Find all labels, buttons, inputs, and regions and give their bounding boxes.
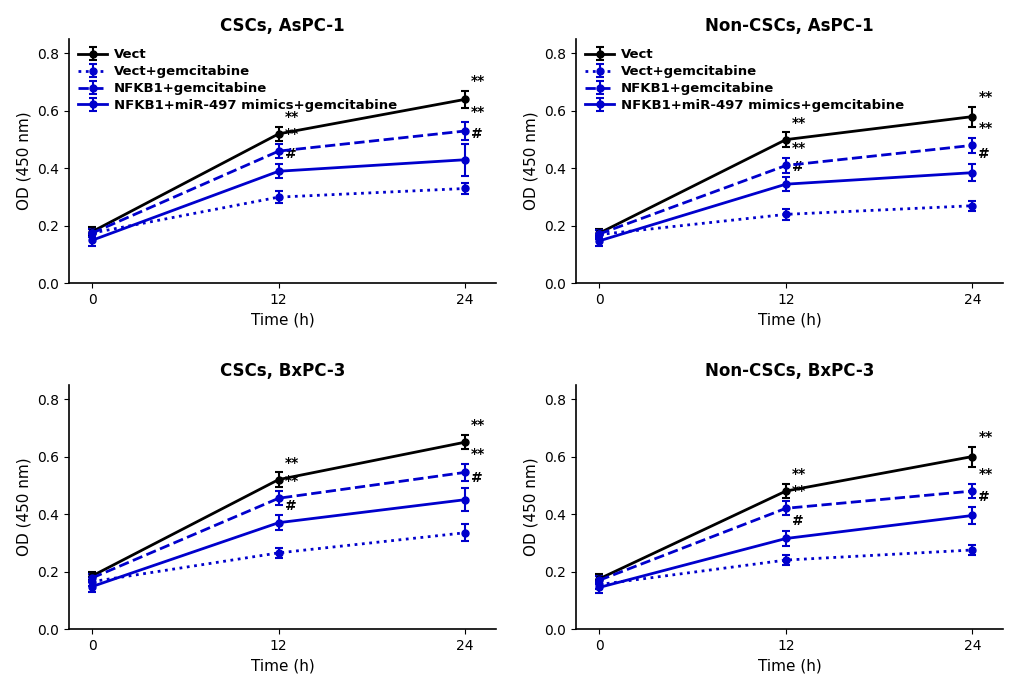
Text: **: ** [471, 418, 485, 432]
Title: Non-CSCs, BxPC-3: Non-CSCs, BxPC-3 [704, 362, 873, 380]
Text: #: # [471, 471, 483, 485]
Text: **: ** [977, 90, 991, 104]
Text: **: ** [284, 110, 299, 124]
Y-axis label: OD (450 nm): OD (450 nm) [16, 112, 32, 210]
Legend: Vect, Vect+gemcitabine, NFKB1+gemcitabine, NFKB1+miR-497 mimics+gemcitabine: Vect, Vect+gemcitabine, NFKB1+gemcitabin… [582, 46, 906, 115]
X-axis label: Time (h): Time (h) [251, 658, 314, 673]
Text: #: # [284, 147, 297, 161]
Y-axis label: OD (450 nm): OD (450 nm) [16, 457, 32, 556]
Text: **: ** [792, 141, 806, 155]
Text: **: ** [977, 121, 991, 135]
X-axis label: Time (h): Time (h) [757, 313, 821, 328]
Text: **: ** [471, 106, 485, 119]
Text: #: # [284, 499, 297, 513]
Title: CSCs, AsPC-1: CSCs, AsPC-1 [220, 17, 344, 34]
Text: #: # [792, 160, 803, 174]
Y-axis label: OD (450 nm): OD (450 nm) [524, 112, 538, 210]
Title: CSCs, BxPC-3: CSCs, BxPC-3 [220, 362, 344, 380]
X-axis label: Time (h): Time (h) [757, 658, 821, 673]
Text: **: ** [977, 467, 991, 481]
Text: **: ** [792, 467, 806, 481]
Title: Non-CSCs, AsPC-1: Non-CSCs, AsPC-1 [705, 17, 873, 34]
Legend: Vect, Vect+gemcitabine, NFKB1+gemcitabine, NFKB1+miR-497 mimics+gemcitabine: Vect, Vect+gemcitabine, NFKB1+gemcitabin… [75, 46, 399, 115]
Text: **: ** [284, 127, 299, 141]
Text: #: # [977, 147, 989, 161]
Text: #: # [792, 515, 803, 529]
Text: **: ** [471, 74, 485, 88]
Text: **: ** [471, 447, 485, 461]
Text: **: ** [792, 484, 806, 498]
Y-axis label: OD (450 nm): OD (450 nm) [524, 457, 538, 556]
Text: **: ** [792, 115, 806, 130]
Text: #: # [977, 490, 989, 504]
Text: **: ** [284, 455, 299, 469]
Text: **: ** [284, 474, 299, 489]
Text: **: ** [977, 430, 991, 444]
X-axis label: Time (h): Time (h) [251, 313, 314, 328]
Text: #: # [471, 127, 483, 141]
